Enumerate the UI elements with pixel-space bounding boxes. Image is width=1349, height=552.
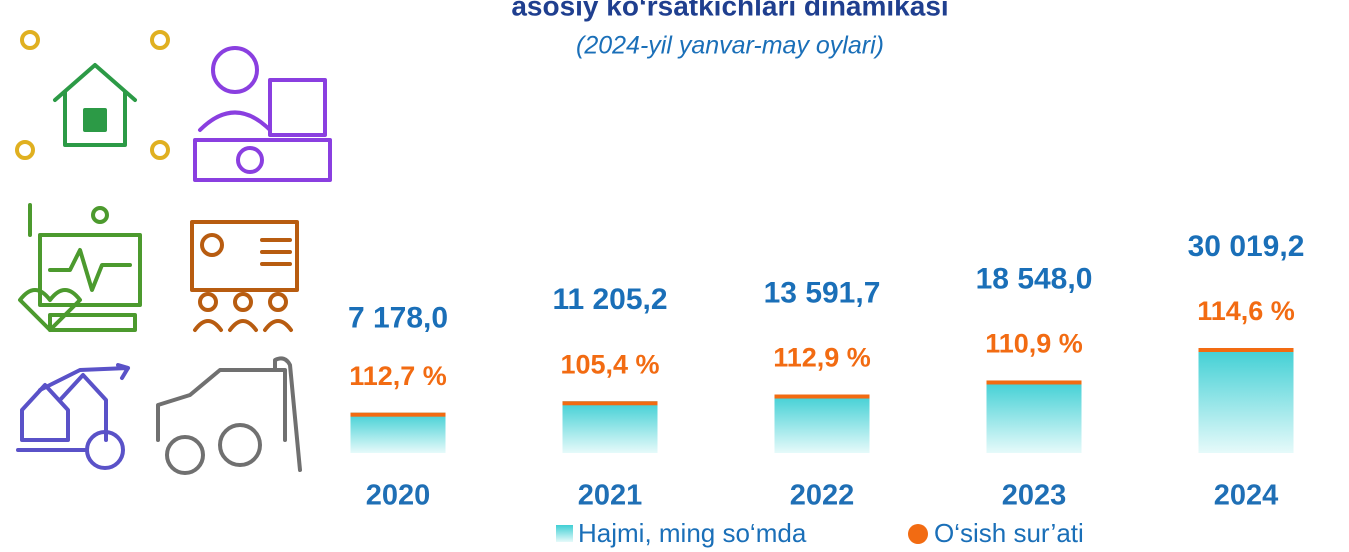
x-tick-label: 2022: [790, 480, 855, 512]
value-label: 30 019,2: [1188, 230, 1305, 263]
bar: [351, 413, 446, 453]
value-label: 7 178,0: [348, 302, 448, 335]
legend: Hajmi, ming so‘mda O‘sish sur’ati: [556, 518, 1084, 548]
value-label: 11 205,2: [552, 283, 667, 316]
x-tick-label: 2024: [1214, 480, 1279, 512]
x-tick-label: 2021: [578, 480, 643, 512]
bar-cap: [775, 395, 870, 399]
bar: [1199, 348, 1294, 453]
bar: [775, 395, 870, 453]
chart-subtitle: (2024-yil yanvar-may oylari): [576, 32, 884, 60]
bar: [987, 380, 1082, 453]
bar-cap: [351, 413, 446, 417]
legend-swatch: [908, 524, 928, 544]
legend-label: Hajmi, ming so‘mda: [578, 518, 807, 548]
bar-cap: [1199, 348, 1294, 352]
value-label: 18 548,0: [976, 262, 1093, 295]
value-label: 13 591,7: [764, 276, 881, 309]
growth-label: 110,9 %: [985, 329, 1083, 359]
icons: [17, 32, 330, 473]
growth-label: 112,9 %: [773, 343, 871, 373]
chart-title: asosiy ko‘rsatkichlari dinamikasi: [511, 0, 948, 21]
growth-label: 112,7 %: [349, 361, 447, 391]
growth-label: 114,6 %: [1197, 296, 1295, 326]
x-tick-label: 2020: [366, 480, 431, 512]
chart: asosiy ko‘rsatkichlari dinamikasi (2024-…: [0, 0, 1349, 552]
x-tick-label: 2023: [1002, 480, 1067, 512]
bar-cap: [563, 401, 658, 405]
legend-label: O‘sish sur’ati: [934, 518, 1084, 548]
growth-label: 105,4 %: [560, 349, 659, 379]
bar-cap: [987, 380, 1082, 384]
legend-swatch: [556, 525, 573, 542]
bar: [563, 401, 658, 453]
